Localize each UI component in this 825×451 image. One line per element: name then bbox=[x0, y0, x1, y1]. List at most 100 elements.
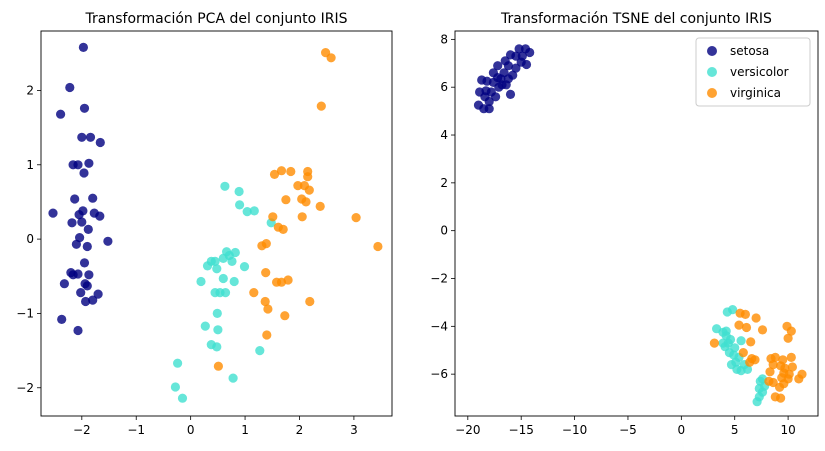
point-versicolor bbox=[210, 256, 220, 266]
y-tick-label: −1 bbox=[16, 306, 34, 320]
series-setosa bbox=[473, 44, 535, 114]
point-setosa bbox=[514, 44, 524, 54]
point-virginica bbox=[373, 241, 383, 252]
point-virginica bbox=[262, 330, 272, 340]
point-setosa bbox=[84, 158, 94, 168]
x-tick-label: 3 bbox=[350, 423, 358, 437]
point-setosa bbox=[73, 325, 83, 336]
point-virginica bbox=[304, 185, 314, 195]
point-versicolor bbox=[234, 186, 244, 197]
point-versicolor bbox=[752, 397, 762, 407]
point-versicolor bbox=[220, 288, 231, 298]
legend-marker-versicolor bbox=[707, 67, 717, 77]
point-virginica bbox=[280, 311, 290, 321]
x-tick-label: 5 bbox=[731, 423, 739, 437]
point-virginica bbox=[765, 367, 775, 377]
point-versicolor bbox=[210, 288, 220, 298]
point-virginica bbox=[326, 53, 336, 63]
point-setosa bbox=[95, 137, 105, 148]
x-tick-label: −10 bbox=[562, 423, 587, 437]
point-versicolor bbox=[218, 273, 228, 284]
point-setosa bbox=[493, 61, 503, 71]
point-setosa bbox=[65, 82, 75, 93]
point-versicolor bbox=[202, 261, 213, 271]
point-virginica bbox=[293, 181, 303, 191]
tsne-panel: −20 −15 −10 −5 0 5 10−6−4−202468Transformación… bbox=[430, 11, 819, 437]
axes-frame bbox=[454, 30, 819, 417]
point-virginica bbox=[768, 377, 778, 388]
point-versicolor bbox=[170, 382, 180, 392]
point-virginica bbox=[303, 172, 313, 182]
point-versicolor bbox=[212, 308, 222, 318]
legend-box bbox=[695, 37, 811, 107]
legend-marker-virginica bbox=[707, 88, 717, 98]
point-virginica bbox=[776, 393, 786, 403]
point-virginica bbox=[768, 360, 778, 370]
y-tick-label: −6 bbox=[430, 367, 448, 381]
point-setosa bbox=[511, 51, 521, 61]
point-virginica bbox=[249, 288, 259, 298]
y-tick-label: −4 bbox=[430, 319, 448, 333]
point-versicolor bbox=[220, 181, 230, 191]
point-virginica bbox=[770, 352, 780, 362]
y-tick-label: 6 bbox=[440, 80, 448, 94]
y-tick-label: 4 bbox=[440, 128, 448, 142]
y-tick-label: −2 bbox=[430, 272, 448, 286]
point-setosa bbox=[73, 269, 83, 279]
point-setosa bbox=[78, 42, 88, 53]
point-setosa bbox=[505, 89, 516, 99]
point-virginica bbox=[783, 333, 793, 343]
x-tick-label: −20 bbox=[455, 423, 480, 437]
point-virginica bbox=[283, 275, 293, 285]
point-virginica bbox=[709, 338, 720, 348]
x-tick-label: −15 bbox=[509, 423, 534, 437]
point-setosa bbox=[88, 193, 98, 203]
point-virginica bbox=[787, 362, 798, 372]
point-virginica bbox=[281, 195, 291, 205]
point-virginica bbox=[745, 357, 755, 367]
point-virginica bbox=[316, 101, 326, 111]
point-virginica bbox=[738, 348, 748, 358]
point-virginica bbox=[315, 201, 325, 211]
point-versicolor bbox=[742, 364, 753, 374]
point-setosa bbox=[494, 82, 504, 92]
x-tick-label: 0 bbox=[678, 423, 686, 437]
point-setosa bbox=[59, 279, 69, 289]
y-tick-label: 0 bbox=[440, 224, 448, 238]
legend-label-setosa: setosa bbox=[730, 44, 769, 58]
point-setosa bbox=[71, 239, 81, 249]
x-tick-label: 2 bbox=[296, 423, 304, 437]
point-versicolor bbox=[212, 342, 222, 352]
point-virginica bbox=[794, 374, 804, 384]
y-tick-label: 8 bbox=[440, 32, 448, 46]
point-virginica bbox=[757, 325, 768, 335]
point-virginica bbox=[297, 212, 307, 222]
point-setosa bbox=[77, 132, 87, 142]
point-setosa bbox=[95, 211, 105, 221]
point-versicolor bbox=[196, 276, 206, 287]
point-virginica bbox=[260, 296, 270, 307]
y-tick-label: −2 bbox=[16, 381, 34, 395]
point-setosa bbox=[67, 218, 77, 228]
point-setosa bbox=[484, 96, 494, 107]
point-virginica bbox=[278, 224, 288, 234]
point-setosa bbox=[93, 289, 103, 299]
point-setosa bbox=[48, 208, 58, 218]
point-virginica bbox=[786, 326, 796, 336]
point-versicolor bbox=[212, 264, 222, 274]
point-virginica bbox=[257, 241, 267, 251]
y-tick-label: 0 bbox=[26, 232, 34, 246]
point-virginica bbox=[351, 213, 361, 223]
point-versicolor bbox=[218, 253, 228, 263]
point-versicolor bbox=[723, 338, 733, 348]
series-virginica bbox=[709, 308, 807, 403]
point-setosa bbox=[521, 59, 532, 70]
point-setosa bbox=[484, 104, 494, 114]
point-versicolor bbox=[177, 393, 188, 403]
legend-label-versicolor: versicolor bbox=[730, 65, 789, 79]
point-virginica bbox=[786, 352, 796, 362]
point-setosa bbox=[56, 109, 66, 119]
point-setosa bbox=[84, 270, 94, 280]
point-versicolor bbox=[228, 373, 238, 383]
